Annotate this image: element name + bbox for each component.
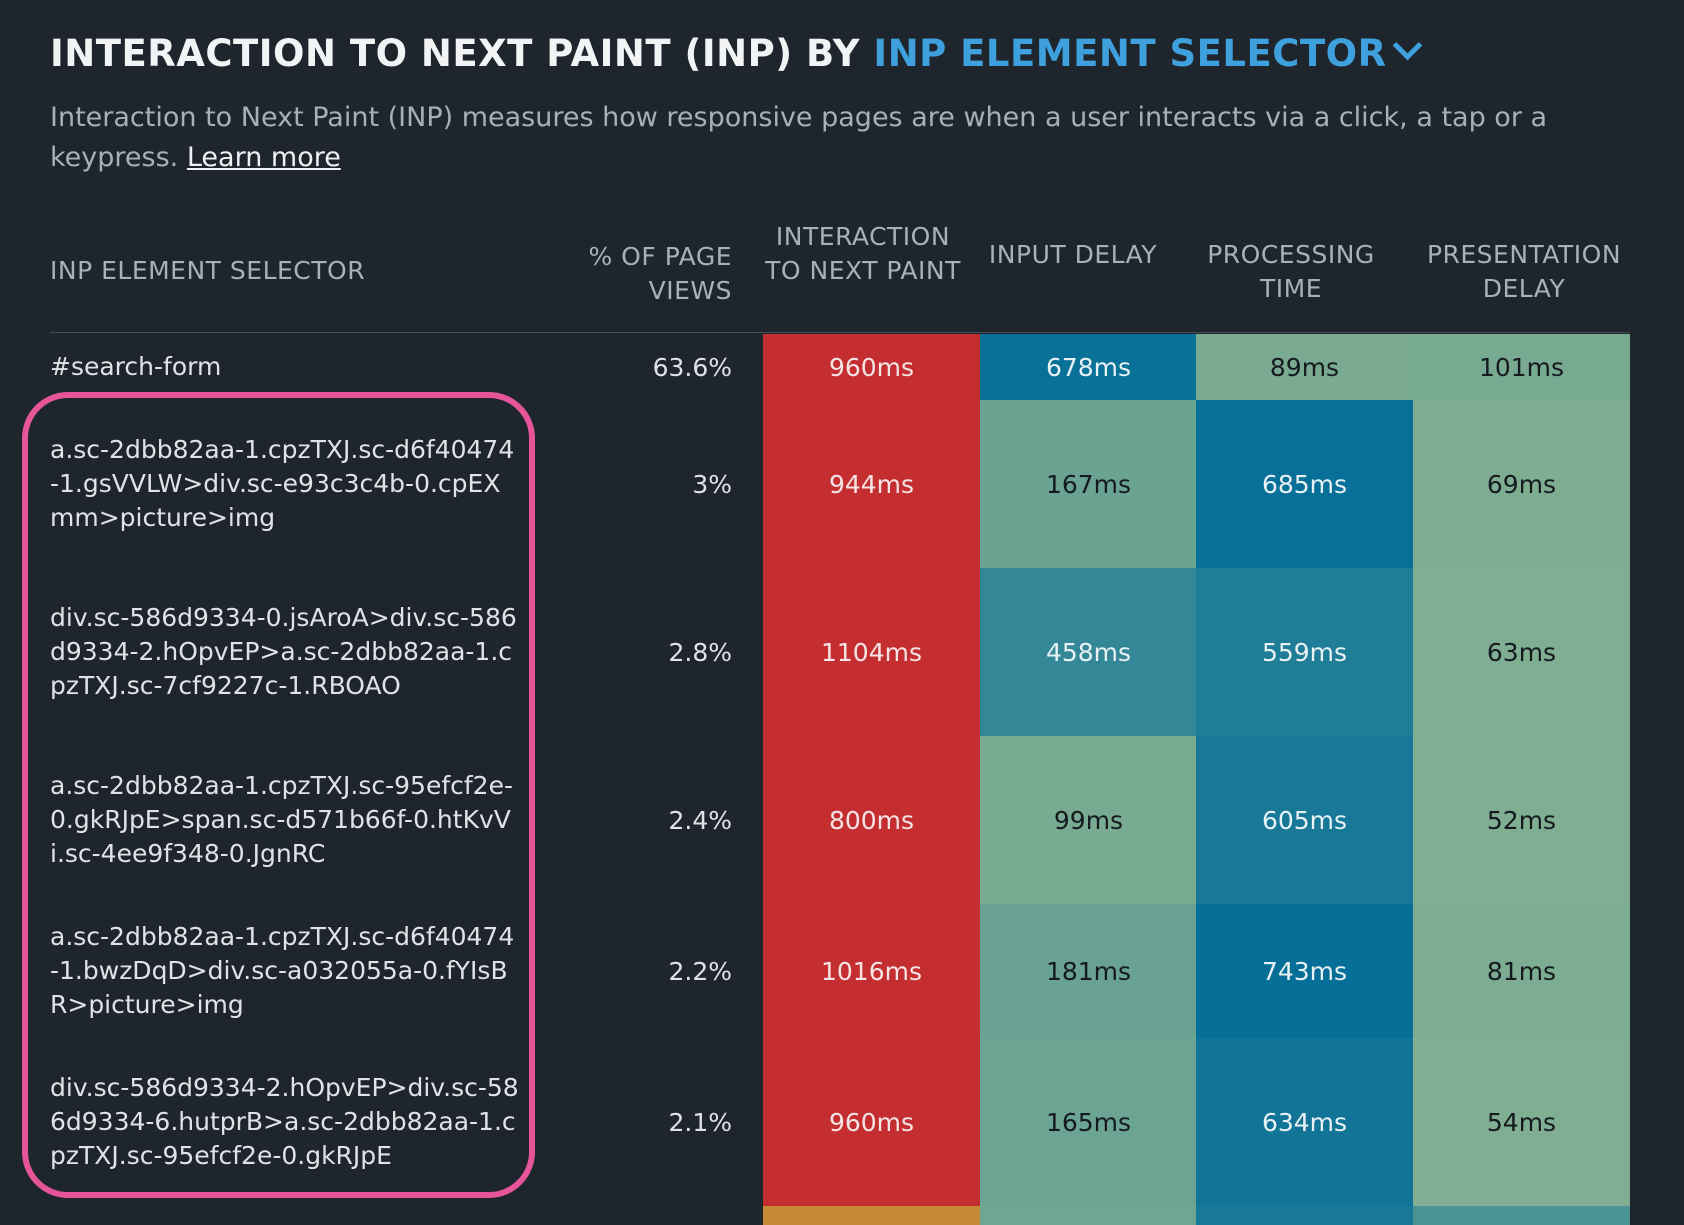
- processing-time-cell: 89ms: [1196, 334, 1413, 400]
- page-views-cell: 3%: [692, 469, 732, 499]
- column-header-processing-time[interactable]: PROCESSING TIME: [1207, 240, 1375, 303]
- title-prefix: INTERACTION TO NEXT PAINT (INP) BY: [50, 32, 861, 75]
- selector-cell: div.sc-586d9334-0.jsAroA>div.sc-586d9334…: [50, 603, 517, 700]
- processing-time-cell: 743ms: [1196, 904, 1413, 1038]
- processing-time-cell: 634ms: [1196, 1038, 1413, 1206]
- inp-cell: 960ms: [763, 1038, 980, 1206]
- presentation-delay-cell-partial: [1413, 1206, 1630, 1225]
- inp-cell: 944ms: [763, 400, 980, 568]
- breakdown-dropdown[interactable]: INP ELEMENT SELECTOR: [873, 30, 1422, 75]
- selector-cell: a.sc-2dbb82aa-1.cpzTXJ.sc-d6f40474-1.bwz…: [50, 922, 515, 1019]
- inp-cell: 1104ms: [763, 568, 980, 736]
- selector-cell: a.sc-2dbb82aa-1.cpzTXJ.sc-d6f40474-1.gsV…: [50, 435, 515, 532]
- column-header-input-delay[interactable]: INPUT DELAY: [988, 240, 1158, 269]
- input-delay-cell: 181ms: [980, 904, 1197, 1038]
- panel-description: Interaction to Next Paint (INP) measures…: [50, 98, 1630, 178]
- processing-time-cell: 605ms: [1196, 736, 1413, 904]
- column-header-inp[interactable]: INTERACTION TO NEXT PAINT: [765, 222, 961, 285]
- processing-time-cell-partial: [1196, 1206, 1413, 1225]
- page-views-cell: 2.2%: [668, 956, 732, 986]
- inp-cell-partial: [763, 1206, 980, 1225]
- processing-time-cell: 685ms: [1196, 400, 1413, 568]
- breakdown-dropdown-label: INP ELEMENT SELECTOR: [873, 32, 1387, 75]
- presentation-delay-cell: 54ms: [1413, 1038, 1630, 1206]
- input-delay-cell: 167ms: [980, 400, 1197, 568]
- input-delay-cell: 678ms: [980, 334, 1197, 400]
- presentation-delay-cell: 63ms: [1413, 568, 1630, 736]
- chevron-down-icon: [1392, 30, 1422, 61]
- page-views-cell: 2.4%: [668, 805, 732, 835]
- description-text: Interaction to Next Paint (INP) measures…: [50, 102, 1548, 173]
- input-delay-cell-partial: [980, 1206, 1197, 1225]
- inp-cell: 1016ms: [763, 904, 980, 1038]
- inp-cell: 800ms: [763, 736, 980, 904]
- learn-more-link[interactable]: Learn more: [186, 142, 341, 173]
- selector-cell: a.sc-2dbb82aa-1.cpzTXJ.sc-95efcf2e-0.gkR…: [50, 771, 513, 868]
- processing-time-cell: 559ms: [1196, 568, 1413, 736]
- column-header-presentation-delay[interactable]: PRESENTATION DELAY: [1426, 240, 1622, 303]
- presentation-delay-cell: 101ms: [1413, 334, 1630, 400]
- input-delay-cell: 165ms: [980, 1038, 1197, 1206]
- input-delay-cell: 458ms: [980, 568, 1197, 736]
- selector-cell: div.sc-586d9334-2.hOpvEP>div.sc-586d9334…: [50, 1073, 519, 1170]
- column-header-selector[interactable]: INP ELEMENT SELECTOR: [50, 256, 366, 285]
- selector-cell: #search-form: [50, 352, 222, 381]
- page-views-cell: 63.6%: [652, 352, 732, 382]
- panel-title: INTERACTION TO NEXT PAINT (INP) BY INP E…: [50, 30, 1422, 75]
- page-views-cell: 2.1%: [668, 1107, 732, 1137]
- page-views-cell: 2.8%: [668, 637, 732, 667]
- input-delay-cell: 99ms: [980, 736, 1197, 904]
- inp-cell: 960ms: [763, 334, 980, 400]
- header-divider: [50, 332, 1630, 333]
- column-header-page-views[interactable]: % OF PAGE VIEWS: [588, 242, 732, 305]
- presentation-delay-cell: 52ms: [1413, 736, 1630, 904]
- presentation-delay-cell: 69ms: [1413, 400, 1630, 568]
- presentation-delay-cell: 81ms: [1413, 904, 1630, 1038]
